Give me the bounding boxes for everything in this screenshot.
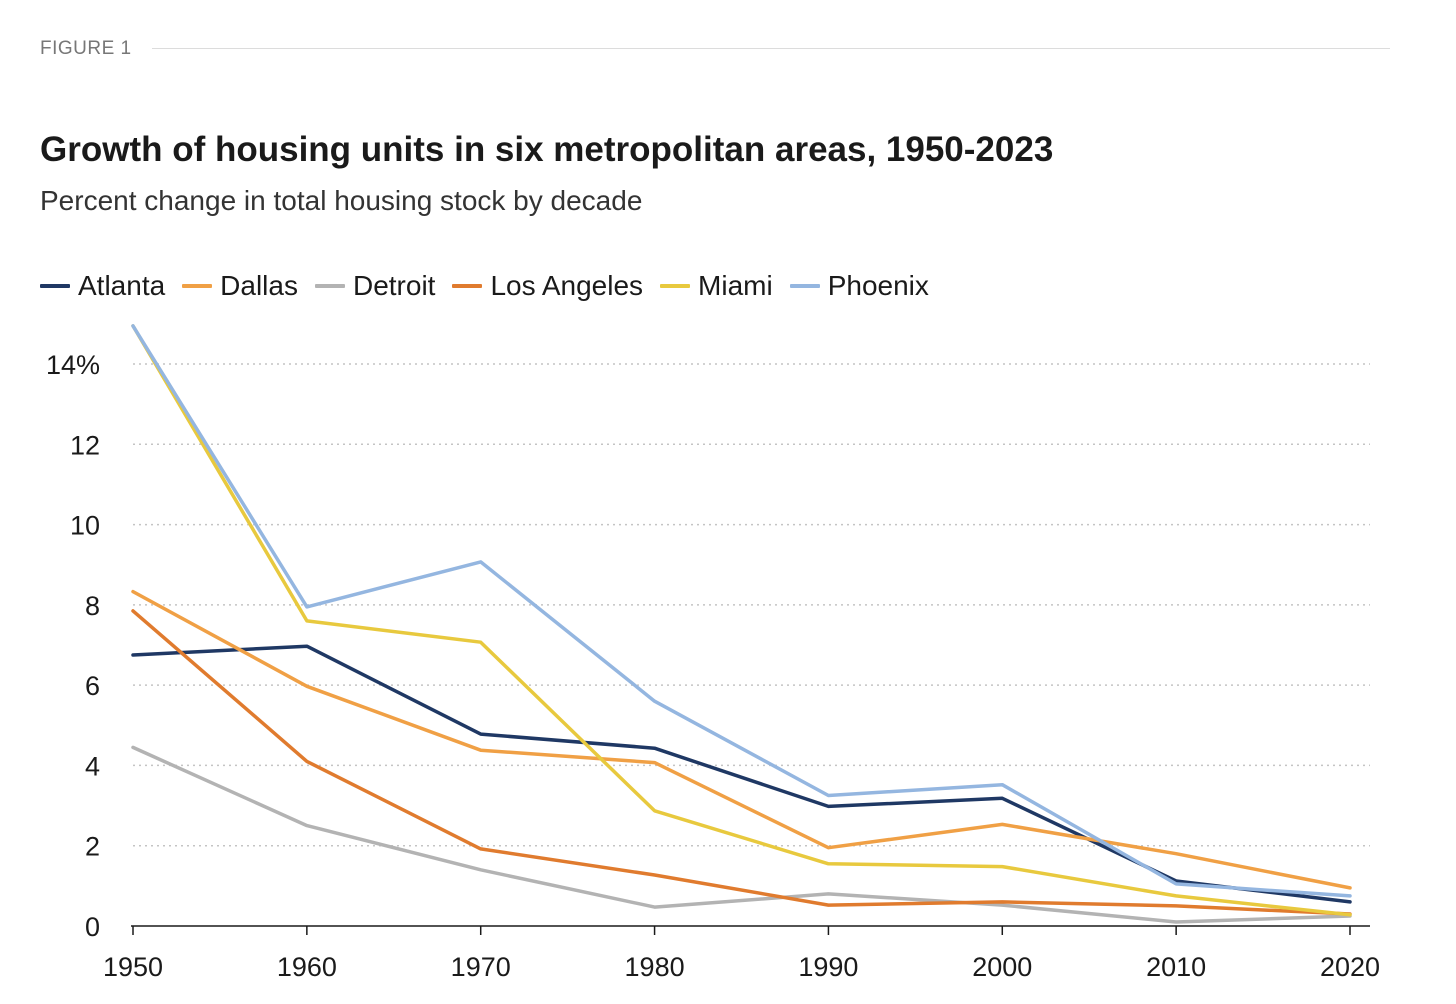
legend-swatch <box>452 284 483 288</box>
legend-item: Dallas <box>182 266 298 306</box>
legend-item: Miami <box>660 266 773 306</box>
chart-subtitle: Percent change in total housing stock by… <box>40 185 643 216</box>
legend-swatch <box>660 284 691 288</box>
y-tick-label: 8 <box>85 591 100 621</box>
legend-swatch <box>40 284 70 288</box>
y-tick-label: 4 <box>85 751 100 781</box>
legend-item: Phoenix <box>789 266 929 306</box>
legend-item: Detroit <box>314 266 436 306</box>
chart-legend: Atlanta Dallas Detroit Los Angeles Miami Phoe… <box>40 266 946 306</box>
legend-swatch <box>314 284 345 288</box>
y-tick-label: 6 <box>85 671 100 701</box>
x-tick-label: 2020 <box>1320 952 1380 982</box>
legend-item: Los Angeles <box>452 266 643 306</box>
legend-label: Los Angeles <box>490 270 644 301</box>
legend-label: Phoenix <box>827 270 929 301</box>
y-tick-label: 10 <box>70 511 100 541</box>
series-line-dallas <box>131 589 1352 890</box>
x-tick-label: 2000 <box>972 952 1032 982</box>
legend-label: Atlanta <box>78 270 166 301</box>
legend-label: Miami <box>698 270 773 301</box>
legend-swatch <box>789 284 820 288</box>
y-tick-label: 14% <box>46 350 100 380</box>
y-tick-label: 12 <box>70 430 100 460</box>
legend-swatch <box>182 284 213 288</box>
figure-header: FIGURE 1 <box>40 36 1390 62</box>
series-line-los-angeles <box>131 609 1352 916</box>
series-line-detroit <box>131 745 1352 924</box>
x-tick-label: 1970 <box>451 952 511 982</box>
header-divider <box>152 48 1390 49</box>
legend-label: Detroit <box>352 270 436 301</box>
x-tick-label: 1960 <box>277 952 337 982</box>
chart-title: Growth of housing units in six metropoli… <box>40 130 1054 169</box>
y-tick-label: 2 <box>85 832 100 862</box>
x-tick-label: 1980 <box>625 952 685 982</box>
series-line-atlanta <box>131 644 1352 904</box>
y-tick-label: 0 <box>85 912 100 942</box>
legend-label: Dallas <box>220 270 298 301</box>
x-tick-label: 2010 <box>1146 952 1206 982</box>
figure-label: FIGURE 1 <box>40 38 132 59</box>
legend-item: Atlanta <box>40 266 165 306</box>
x-tick-label: 1990 <box>798 952 858 982</box>
series-line-phoenix <box>131 324 1352 898</box>
x-tick-label: 1950 <box>103 952 163 982</box>
series-line-miami <box>131 324 1352 917</box>
